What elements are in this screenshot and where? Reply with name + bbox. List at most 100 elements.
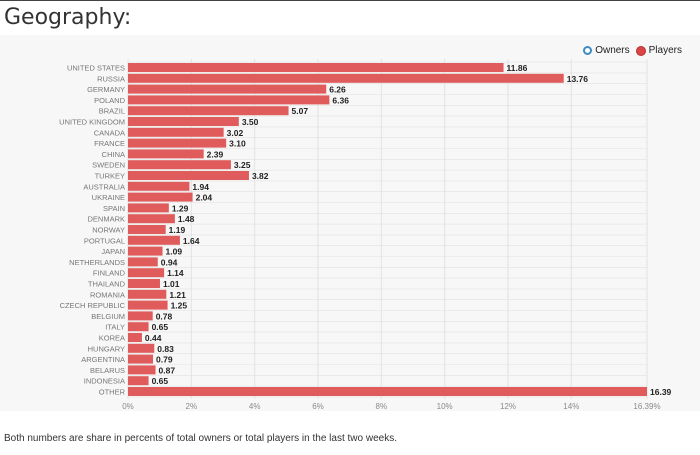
bar bbox=[128, 257, 158, 267]
value-label: 0.65 bbox=[152, 322, 169, 332]
bar bbox=[128, 84, 327, 94]
geography-bar-chart: 0% 2% 4% 6% 8% 10% 12% 14% 16.39% UNITED STATES 11… bbox=[59, 59, 672, 411]
value-label: 1.19 bbox=[169, 225, 186, 235]
category-label: BELGIUM bbox=[91, 312, 125, 321]
category-label: CHINA bbox=[102, 150, 125, 159]
category-label: FINLAND bbox=[93, 269, 126, 278]
value-label: 6.26 bbox=[329, 85, 346, 95]
bar bbox=[128, 181, 190, 191]
bar bbox=[128, 246, 163, 256]
category-label: SPAIN bbox=[103, 204, 125, 213]
bar bbox=[128, 376, 149, 386]
bar bbox=[128, 127, 224, 137]
value-label: 0.87 bbox=[159, 365, 176, 375]
category-label: CZECH REPUBLIC bbox=[60, 301, 126, 310]
bar bbox=[128, 138, 227, 148]
bar bbox=[128, 214, 175, 224]
legend-item-owners[interactable]: Owners bbox=[583, 45, 630, 56]
value-label: 1.94 bbox=[192, 182, 209, 192]
category-label: GERMANY bbox=[87, 85, 125, 94]
bar bbox=[128, 149, 204, 159]
category-label: AUSTRALIA bbox=[83, 182, 125, 191]
bar bbox=[128, 73, 564, 83]
value-label: 0.83 bbox=[157, 344, 174, 354]
x-tick-label: 8% bbox=[376, 402, 388, 411]
value-label: 0.94 bbox=[161, 257, 178, 267]
category-label: BRAZIL bbox=[99, 107, 125, 116]
x-tick-label: 2% bbox=[186, 402, 198, 411]
value-label: 0.65 bbox=[152, 376, 169, 386]
x-tick-label: 14% bbox=[563, 402, 579, 411]
bar bbox=[128, 343, 155, 353]
x-tick-label: 10% bbox=[437, 402, 453, 411]
category-label: ROMANIA bbox=[90, 290, 125, 299]
bar bbox=[128, 365, 156, 375]
category-label: JAPAN bbox=[101, 247, 125, 256]
bar bbox=[128, 63, 504, 72]
x-tick-label: 4% bbox=[249, 402, 261, 411]
category-label: UNITED STATES bbox=[67, 64, 125, 73]
legend-owners-label: Owners bbox=[595, 45, 630, 56]
value-label: 1.09 bbox=[166, 247, 183, 257]
value-label: 2.04 bbox=[196, 193, 213, 203]
value-label: 2.39 bbox=[207, 149, 224, 159]
category-label: POLAND bbox=[94, 96, 125, 105]
chart-panel bbox=[0, 35, 700, 411]
bar bbox=[128, 268, 165, 278]
bar bbox=[128, 279, 160, 288]
value-label: 1.21 bbox=[169, 290, 186, 300]
category-label: NETHERLANDS bbox=[69, 258, 125, 267]
bar bbox=[128, 333, 142, 342]
bar bbox=[128, 203, 169, 213]
category-label: SWEDEN bbox=[92, 161, 125, 170]
category-label: NORWAY bbox=[92, 226, 125, 235]
bar bbox=[128, 160, 231, 170]
value-label: 5.07 bbox=[292, 106, 309, 116]
category-label: ARGENTINA bbox=[81, 355, 125, 364]
x-tick-label: 12% bbox=[500, 402, 516, 411]
category-label: UNITED KINGDOM bbox=[59, 118, 125, 127]
bar bbox=[128, 322, 149, 332]
value-label: 3.82 bbox=[252, 171, 269, 181]
bar bbox=[128, 106, 289, 116]
value-label: 3.25 bbox=[234, 160, 251, 170]
value-label: 1.14 bbox=[167, 268, 184, 278]
bar bbox=[128, 300, 168, 310]
owners-legend-icon bbox=[583, 46, 593, 55]
value-label: 1.64 bbox=[183, 236, 200, 246]
value-label: 0.78 bbox=[156, 311, 173, 321]
bar bbox=[128, 225, 166, 234]
bar bbox=[128, 235, 180, 245]
category-label: INDONESIA bbox=[84, 377, 125, 386]
category-label: KOREA bbox=[99, 334, 125, 343]
bar bbox=[128, 117, 239, 126]
page-title: Geography: bbox=[4, 5, 132, 30]
category-label: UKRAINE bbox=[92, 193, 125, 202]
value-label: 1.29 bbox=[172, 203, 189, 213]
value-label: 0.79 bbox=[156, 355, 173, 365]
category-label: RUSSIA bbox=[97, 74, 125, 83]
bar bbox=[128, 387, 647, 396]
value-label: 13.76 bbox=[567, 74, 589, 84]
legend-item-players[interactable]: Players bbox=[635, 45, 682, 56]
category-label: CANADA bbox=[94, 128, 125, 137]
category-label: FRANCE bbox=[94, 139, 125, 148]
category-label: ITALY bbox=[105, 323, 125, 332]
value-label: 1.48 bbox=[178, 214, 195, 224]
value-label: 3.10 bbox=[229, 139, 246, 149]
bar bbox=[128, 311, 153, 321]
value-label: 1.01 bbox=[163, 279, 180, 289]
category-label: OTHER bbox=[99, 388, 126, 397]
category-label: HUNGARY bbox=[88, 344, 125, 353]
bar bbox=[128, 171, 249, 180]
players-legend-icon bbox=[635, 45, 646, 56]
value-label: 3.50 bbox=[242, 117, 259, 127]
chart-legend: Owners Players bbox=[583, 45, 682, 56]
value-label: 16.39 bbox=[650, 387, 672, 397]
x-tick-label: 0% bbox=[122, 402, 134, 411]
category-label: THAILAND bbox=[88, 280, 126, 289]
x-tick-label: 16.39% bbox=[633, 402, 660, 411]
footnote: Both numbers are share in percents of to… bbox=[4, 433, 397, 444]
value-label: 11.86 bbox=[507, 63, 528, 73]
category-label: BELARUS bbox=[90, 366, 125, 375]
